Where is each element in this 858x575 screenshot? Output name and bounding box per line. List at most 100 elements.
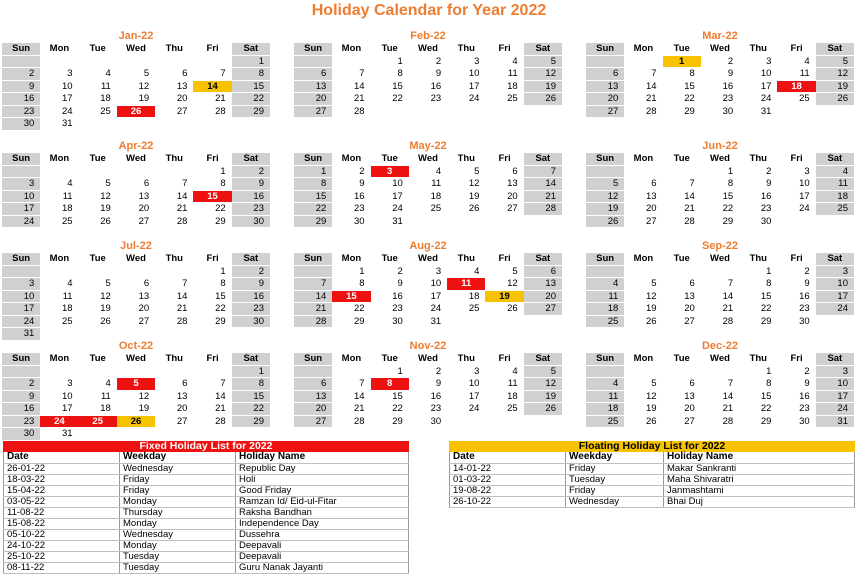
calendar-day: 13 [116, 291, 156, 303]
weekday-header: Sun [586, 353, 625, 366]
calendar-day: 29 [370, 416, 409, 428]
calendar-day: 12 [523, 68, 562, 81]
weekday-header: Wed [408, 353, 448, 366]
calendar-day: 22 [739, 403, 778, 416]
table-row: 01-03-22 Tuesday Maha Shivaratri [449, 474, 855, 486]
calendar-day: 1 [739, 266, 778, 278]
month-dec-22: Dec-22 Sun Mon Tue Wed Thu Fri Sat 1 2 3 4 5 6 7 8 9 10 11… [586, 340, 854, 428]
weekday-header: Thu [447, 43, 486, 56]
month-title: Sep-22 [701, 240, 739, 252]
weekday-header: Tue [78, 43, 117, 56]
calendar-day: 25 [586, 415, 625, 428]
fixed-col-holiday: Holiday Name [235, 452, 409, 464]
calendar-day: 19 [624, 403, 663, 416]
calendar-day: 4 [78, 68, 117, 81]
empty-cell [294, 365, 333, 378]
month-title: Aug-22 [409, 240, 447, 252]
calendar-day: 21 [332, 93, 371, 106]
calendar-day: 17 [815, 390, 854, 403]
table-cell: Deepavali [235, 540, 409, 552]
calendar-day: 21 [624, 93, 663, 106]
empty-cell [2, 365, 41, 378]
calendar-day: 7 [155, 278, 194, 291]
calendar-day: 6 [294, 68, 333, 81]
calendar-day: 25 [408, 203, 448, 216]
calendar-day: 27 [116, 316, 156, 328]
month-title: Mar-22 [702, 30, 738, 42]
calendar-day: 18 [40, 203, 79, 216]
calendar-day: 11 [485, 378, 524, 391]
empty-cell [2, 165, 41, 178]
calendar-day: 28 [294, 315, 333, 328]
calendar-day: 7 [155, 178, 194, 191]
calendar-day: 23 [777, 303, 816, 316]
calendar-day: 16 [408, 81, 448, 93]
calendar-day: 12 [815, 68, 854, 81]
calendar-day: 18 [586, 303, 625, 316]
calendar-day: 17 [2, 203, 41, 216]
calendar-day: 14 [193, 391, 232, 403]
fixed-col-date: Date [3, 452, 120, 464]
calendar-day: 3 [815, 365, 854, 378]
calendar-day: 3 [739, 56, 778, 68]
calendar-day: 25 [485, 93, 524, 106]
calendar-day: 11 [815, 178, 854, 191]
calendar-day: 20 [523, 290, 562, 303]
calendar-day: 6 [116, 178, 156, 191]
calendar-day: 31 [815, 415, 854, 428]
calendar-day: 3 [40, 378, 79, 391]
calendar-day: 3 [2, 178, 41, 191]
calendar-day: 12 [447, 178, 486, 191]
calendar-day: 15 [662, 81, 701, 93]
empty-cell [662, 266, 701, 278]
calendar-day: 29 [700, 216, 740, 228]
calendar-day: 25 [447, 303, 486, 316]
calendar-day: 24 [447, 403, 486, 416]
calendar-day: 22 [193, 303, 232, 316]
calendar-day: 20 [116, 303, 156, 316]
empty-cell [332, 56, 371, 68]
calendar-day: 11 [78, 391, 117, 403]
calendar-day: 31 [40, 118, 79, 131]
calendar-day: 6 [155, 68, 194, 81]
weekday-header: Fri [485, 43, 524, 56]
empty-cell [40, 56, 79, 68]
calendar-day: 18 [586, 403, 625, 416]
calendar-day: 5 [586, 178, 625, 191]
calendar-day: 8 [231, 68, 270, 81]
table-row: 24-10-22 Monday Deepavali [3, 540, 409, 552]
weekday-header: Tue [370, 153, 409, 166]
weekday-header: Fri [193, 353, 232, 366]
table-cell: Monday [119, 518, 236, 530]
empty-cell [78, 56, 117, 68]
calendar-day: 1 [370, 366, 409, 378]
empty-cell [40, 266, 79, 278]
calendar-day: 3 [447, 56, 486, 68]
month-apr-22: Apr-22 Sun Mon Tue Wed Thu Fri Sat 1 2 3 4 5 6 7 8 9 10 11… [2, 140, 270, 228]
calendar-day: 2 [408, 366, 448, 378]
weekday-header: Sun [294, 353, 333, 366]
calendar-day: 30 [777, 316, 816, 328]
weekday-header: Mon [624, 353, 663, 366]
weekday-header: Tue [370, 253, 409, 266]
calendar-day: 7 [294, 278, 333, 291]
calendar-day: 24 [815, 303, 854, 316]
calendar-day: 26 [586, 215, 625, 228]
calendar-day: 25 [777, 93, 816, 106]
calendar-day: 2 [231, 165, 270, 178]
weekday-header: Fri [777, 253, 816, 266]
weekday-header: Fri [193, 43, 232, 56]
calendar-day: 30 [370, 316, 409, 328]
empty-cell [155, 366, 194, 378]
calendar-day: 27 [294, 105, 333, 118]
empty-cell [155, 166, 194, 178]
table-cell: 15-08-22 [3, 518, 120, 530]
calendar-day: 9 [2, 80, 41, 93]
table-cell: Tuesday [119, 562, 236, 574]
calendar-day: 13 [155, 81, 194, 93]
calendar-day: 4 [40, 178, 79, 191]
empty-cell [2, 265, 41, 278]
month-aug-22: Aug-22 Sun Mon Tue Wed Thu Fri Sat 1 2 3 4 5 6 7 8 9 10 11… [294, 240, 562, 328]
calendar-day: 16 [2, 93, 41, 106]
calendar-day: 5 [78, 278, 117, 291]
